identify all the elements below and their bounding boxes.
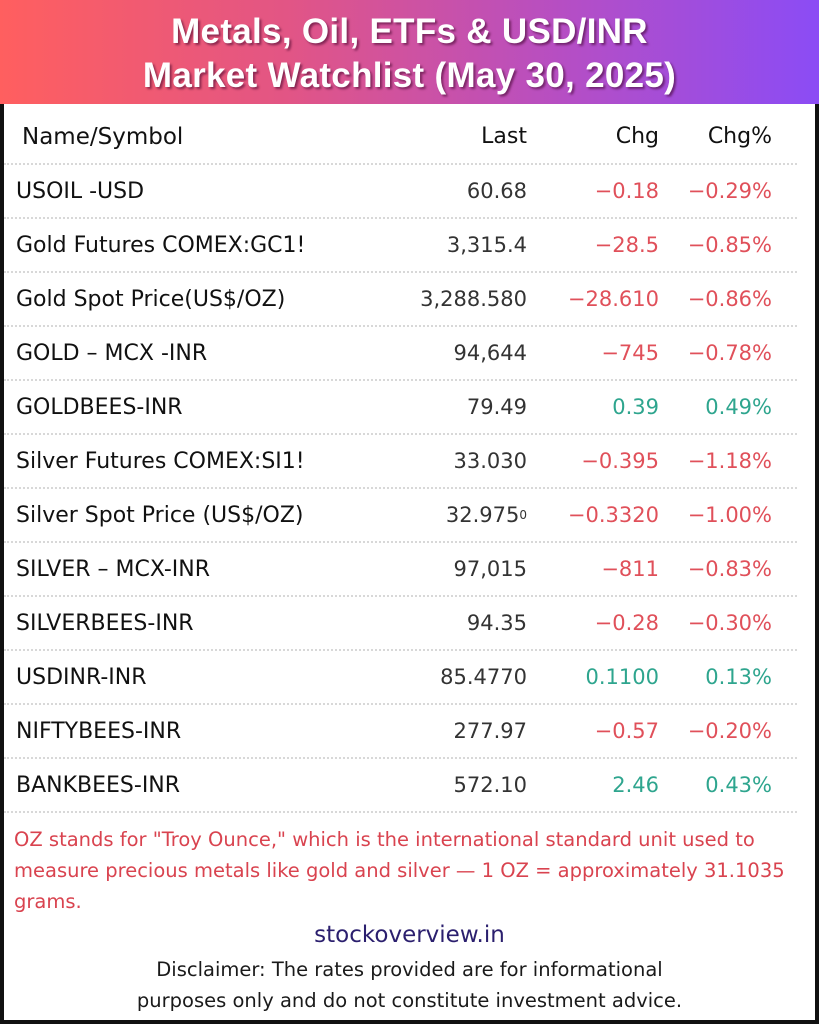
change-value: 0.39 (612, 395, 659, 419)
change-value: 0.1100 (585, 665, 659, 689)
last-price: 97,015 (453, 557, 527, 581)
last-price: 32.975 0 (445, 503, 527, 527)
disclaimer: Disclaimer: The rates provided are for i… (0, 954, 819, 1016)
table-row[interactable]: SILVER – MCX-INR 97,015 −811 −0.83% (4, 543, 797, 597)
last-price: 572.10 (453, 773, 527, 797)
last-price: 33.030 (453, 449, 527, 473)
disclaimer-line-2: purposes only and do not constitute inve… (136, 989, 683, 1012)
table-row[interactable]: Gold Futures COMEX:GC1! 3,315.4 −28.5 −0.85… (4, 219, 797, 273)
column-header-last: Last (481, 124, 527, 149)
page-subtitle: Market Watchlist (May 30, 2025) (142, 56, 677, 95)
change-value: −0.18 (594, 179, 659, 203)
table-row[interactable]: USDINR-INR 85.4770 0.1100 0.13% (4, 651, 797, 705)
change-value: −745 (601, 341, 659, 365)
change-percent: −0.86% (687, 287, 772, 311)
change-value: −28.610 (567, 287, 659, 311)
table-row[interactable]: SILVERBEES-INR 94.35 −0.28 −0.30% (4, 597, 797, 651)
symbol-name: USDINR-INR (16, 664, 147, 690)
change-percent: −0.29% (687, 179, 772, 203)
table-row[interactable]: Silver Futures COMEX:SI1! 33.030 −0.395 −1.… (4, 435, 797, 489)
last-price: 85.4770 (440, 665, 527, 689)
change-percent: −1.00% (687, 503, 772, 527)
symbol-name: Silver Futures COMEX:SI1! (16, 448, 305, 474)
change-percent: −1.18% (687, 449, 772, 473)
symbol-name: GOLDBEES-INR (16, 394, 183, 420)
table-row[interactable]: GOLDBEES-INR 79.49 0.39 0.49% (4, 381, 797, 435)
last-price: 277.97 (453, 719, 527, 743)
symbol-name: USOIL -USD (16, 178, 145, 204)
symbol-name: GOLD – MCX -INR (16, 340, 208, 366)
table-row[interactable]: BANKBEES-INR 572.10 2.46 0.43% (4, 759, 797, 813)
column-header-name: Name/Symbol (22, 123, 184, 150)
table-row[interactable]: Silver Spot Price (US$/OZ) 32.975 0 −0.3320… (4, 489, 797, 543)
last-price: 60.68 (466, 179, 527, 203)
watchlist-table: Name/Symbol Last Chg Chg% USOIL -USD 60.6… (4, 110, 815, 813)
symbol-name: SILVERBEES-INR (16, 610, 194, 636)
disclaimer-line-1: Disclaimer: The rates provided are for i… (156, 958, 663, 981)
table-row[interactable]: NIFTYBEES-INR 277.97 −0.57 −0.20% (4, 705, 797, 759)
change-value: −811 (601, 557, 659, 581)
table-row[interactable]: Gold Spot Price(US$/OZ) 3,288.580 −28.610 −… (4, 273, 797, 327)
symbol-name: Silver Spot Price (US$/OZ) (16, 502, 304, 528)
page-title: Metals, Oil, ETFs & USD/INR (171, 12, 648, 51)
change-percent: −0.85% (687, 233, 772, 257)
table-header: Name/Symbol Last Chg Chg% (4, 110, 797, 165)
symbol-name: Gold Futures COMEX:GC1! (16, 232, 306, 258)
symbol-name: Gold Spot Price(US$/OZ) (16, 286, 286, 312)
change-value: −0.395 (581, 449, 659, 473)
change-value: 2.46 (612, 773, 659, 797)
change-percent: −0.83% (687, 557, 772, 581)
site-link[interactable]: stockoverview.in (314, 922, 505, 948)
change-value: −0.57 (594, 719, 659, 743)
change-percent: −0.30% (687, 611, 772, 635)
column-header-chg-pct: Chg% (707, 124, 772, 149)
table-body: USOIL -USD 60.68 −0.18 −0.29% Gold Futures C… (4, 165, 815, 813)
last-price: 79.49 (466, 395, 527, 419)
change-percent: −0.20% (687, 719, 772, 743)
last-price: 94,644 (453, 341, 527, 365)
change-percent: 0.43% (705, 773, 772, 797)
column-header-chg: Chg (615, 124, 659, 149)
change-value: −0.3320 (567, 503, 659, 527)
title-banner: Metals, Oil, ETFs & USD/INR Market Watch… (0, 0, 819, 104)
change-value: −28.5 (594, 233, 659, 257)
table-row[interactable]: GOLD – MCX -INR 94,644 −745 −0.78% (4, 327, 797, 381)
last-price: 94.35 (466, 611, 527, 635)
change-value: −0.28 (594, 611, 659, 635)
symbol-name: BANKBEES-INR (16, 772, 181, 798)
troy-ounce-note: OZ stands for "Troy Ounce," which is the… (14, 828, 785, 913)
change-percent: 0.13% (705, 665, 772, 689)
table-row[interactable]: USOIL -USD 60.68 −0.18 −0.29% (4, 165, 797, 219)
change-percent: −0.78% (687, 341, 772, 365)
symbol-name: SILVER – MCX-INR (16, 556, 211, 582)
symbol-name: NIFTYBEES-INR (16, 718, 182, 744)
last-price: 3,315.4 (446, 233, 527, 257)
last-price: 3,288.580 (420, 287, 527, 311)
change-percent: 0.49% (705, 395, 772, 419)
